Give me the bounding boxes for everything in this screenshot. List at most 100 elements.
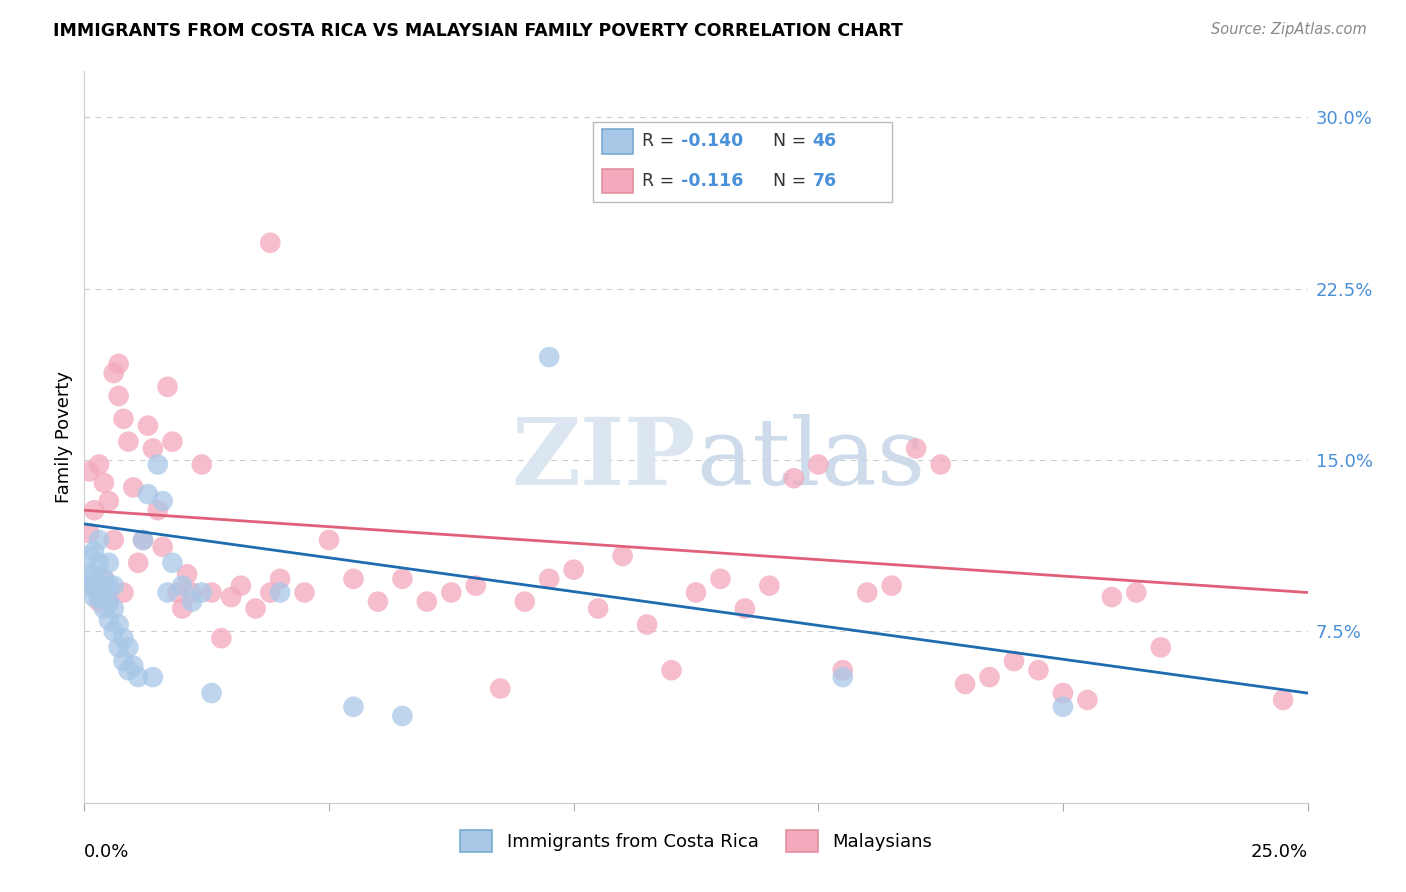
Point xyxy=(807,458,830,472)
Text: -0.140: -0.140 xyxy=(682,132,744,151)
Point xyxy=(103,601,125,615)
Text: ZIP: ZIP xyxy=(512,414,696,504)
Point xyxy=(112,632,135,646)
Point xyxy=(93,475,115,490)
Point xyxy=(200,686,222,700)
Point xyxy=(200,585,222,599)
Point xyxy=(391,572,413,586)
Point xyxy=(132,533,155,547)
Text: 25.0%: 25.0% xyxy=(1250,843,1308,861)
Point xyxy=(209,632,232,646)
Point xyxy=(734,601,756,615)
Point xyxy=(152,540,174,554)
Point xyxy=(112,412,135,426)
Point xyxy=(905,442,928,456)
Point xyxy=(831,663,853,677)
Point xyxy=(122,480,145,494)
Point xyxy=(612,549,634,563)
Point xyxy=(166,585,188,599)
Legend: Immigrants from Costa Rica, Malaysians: Immigrants from Costa Rica, Malaysians xyxy=(453,823,939,860)
Point xyxy=(156,380,179,394)
Bar xyxy=(602,129,633,153)
Text: 0.0%: 0.0% xyxy=(84,843,129,861)
Point xyxy=(181,585,204,599)
Point xyxy=(513,595,536,609)
Point xyxy=(953,677,976,691)
Point xyxy=(538,350,561,364)
Point xyxy=(77,526,100,541)
Point xyxy=(1028,663,1050,677)
Text: IMMIGRANTS FROM COSTA RICA VS MALAYSIAN FAMILY POVERTY CORRELATION CHART: IMMIGRANTS FROM COSTA RICA VS MALAYSIAN … xyxy=(53,22,903,40)
Point xyxy=(136,418,159,433)
Point xyxy=(83,579,105,593)
Point xyxy=(259,585,281,599)
Point xyxy=(709,572,731,586)
Point xyxy=(416,595,439,609)
Point xyxy=(152,494,174,508)
Point xyxy=(97,494,120,508)
Point xyxy=(269,585,291,599)
Point xyxy=(83,579,105,593)
Text: 76: 76 xyxy=(813,172,837,190)
Point xyxy=(464,579,486,593)
Point xyxy=(831,670,853,684)
Point xyxy=(112,585,135,599)
Point xyxy=(97,579,120,593)
Point xyxy=(783,471,806,485)
Point xyxy=(83,544,105,558)
Y-axis label: Family Poverty: Family Poverty xyxy=(55,371,73,503)
Point xyxy=(856,585,879,599)
Point xyxy=(83,503,105,517)
Point xyxy=(87,590,110,604)
Point xyxy=(929,458,952,472)
Point xyxy=(191,585,214,599)
Point xyxy=(107,389,129,403)
Point xyxy=(294,585,316,599)
Text: Source: ZipAtlas.com: Source: ZipAtlas.com xyxy=(1211,22,1367,37)
Point xyxy=(103,624,125,639)
Point xyxy=(142,442,165,456)
Point xyxy=(245,601,267,615)
Point xyxy=(1002,654,1025,668)
Point xyxy=(127,670,149,684)
Point xyxy=(112,654,135,668)
Point xyxy=(259,235,281,250)
Point xyxy=(181,595,204,609)
Point xyxy=(93,572,115,586)
Point xyxy=(146,503,169,517)
Point xyxy=(97,595,120,609)
Point xyxy=(685,585,707,599)
Point xyxy=(87,579,110,593)
Point xyxy=(1272,693,1295,707)
Point xyxy=(1101,590,1123,604)
Point xyxy=(117,434,139,449)
Text: atlas: atlas xyxy=(696,414,925,504)
Point xyxy=(77,567,100,582)
Point xyxy=(1125,585,1147,599)
Point xyxy=(318,533,340,547)
Point xyxy=(172,601,194,615)
Point xyxy=(77,579,100,593)
Text: R =: R = xyxy=(641,132,679,151)
Point xyxy=(191,458,214,472)
Point xyxy=(87,595,110,609)
Point xyxy=(661,663,683,677)
Point xyxy=(132,533,155,547)
Point xyxy=(87,458,110,472)
Text: 46: 46 xyxy=(813,132,837,151)
Point xyxy=(367,595,389,609)
Point xyxy=(122,658,145,673)
Point xyxy=(97,613,120,627)
Point xyxy=(758,579,780,593)
Point xyxy=(127,556,149,570)
Text: N =: N = xyxy=(773,132,811,151)
Point xyxy=(97,595,120,609)
Point xyxy=(636,617,658,632)
Text: N =: N = xyxy=(773,172,811,190)
Point xyxy=(586,601,609,615)
Point xyxy=(979,670,1001,684)
Point xyxy=(538,572,561,586)
Point xyxy=(342,699,364,714)
Point xyxy=(440,585,463,599)
Point xyxy=(77,464,100,478)
